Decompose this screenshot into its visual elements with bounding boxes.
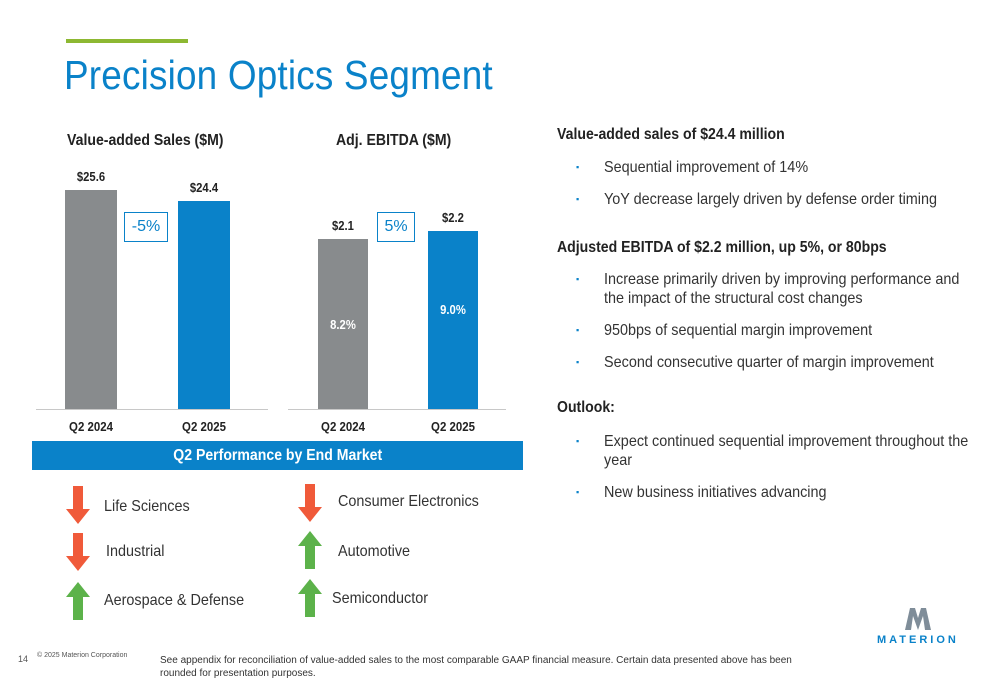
ebitda-chart-title: Adj. EBITDA ($M) — [336, 132, 452, 149]
sales-heading: Value-added sales of $24.4 million — [557, 126, 785, 143]
title-accent-line — [66, 39, 188, 43]
sales-bullet: Sequential improvement of 14% — [557, 158, 977, 177]
ebitda-bullet: 950bps of sequential margin improvement — [557, 321, 977, 340]
outlook-heading: Outlook: — [557, 399, 615, 416]
ebitda-value-label: $2.2 — [442, 211, 464, 225]
ebitda-heading: Adjusted EBITDA of $2.2 million, up 5%, … — [557, 239, 887, 256]
end-market-label: Automotive — [338, 543, 411, 560]
end-market-label: Industrial — [106, 543, 165, 560]
up-arrow-icon — [298, 579, 322, 617]
sales-bar — [65, 190, 117, 409]
commentary: Value-added sales of $24.4 million Seque… — [557, 126, 977, 502]
logo-text: MATERION — [877, 634, 959, 646]
sales-bar — [178, 201, 230, 409]
outlook-bullet: New business initiatives advancing — [557, 483, 977, 502]
ebitda-margin-label: 9.0% — [440, 303, 466, 317]
sales-bullet: YoY decrease largely driven by defense o… — [557, 190, 977, 209]
end-market-header: Q2 Performance by End Market — [32, 441, 523, 470]
sales-value-label: $24.4 — [189, 181, 219, 195]
page-number: 14 — [18, 654, 29, 664]
footnote: See appendix for reconciliation of value… — [160, 655, 792, 679]
end-market-label: Life Sciences — [104, 498, 190, 515]
copyright: © 2025 Materion Corporation — [37, 652, 128, 659]
down-arrow-icon — [66, 486, 90, 524]
ebitda-change-box: 5% — [377, 212, 415, 242]
ebitda-bullet: Second consecutive quarter of margin imp… — [557, 353, 977, 372]
ebitda-bar — [318, 239, 368, 409]
sales-change-box: -5% — [124, 212, 168, 242]
page-title: Precision Optics Segment — [64, 52, 493, 98]
sales-category-label: Q2 2024 — [69, 419, 113, 434]
ebitda-value-label: $2.1 — [332, 219, 354, 233]
materion-logo-icon — [905, 608, 931, 630]
ebitda-bar — [428, 231, 478, 409]
ebitda-bullet: Increase primarily driven by improving p… — [557, 270, 977, 308]
ebitda-x-axis — [288, 409, 506, 410]
end-market-label: Aerospace & Defense — [104, 592, 245, 609]
down-arrow-icon — [298, 484, 322, 522]
down-arrow-icon — [66, 533, 90, 571]
up-arrow-icon — [66, 582, 90, 620]
sales-value-label: $25.6 — [76, 170, 106, 184]
sales-chart-title: Value-added Sales ($M) — [67, 132, 224, 149]
ebitda-category-label: Q2 2025 — [431, 419, 475, 434]
sales-x-axis — [36, 409, 268, 410]
outlook-bullet: Expect continued sequential improvement … — [557, 432, 977, 470]
ebitda-category-label: Q2 2024 — [321, 419, 365, 434]
up-arrow-icon — [298, 531, 322, 569]
ebitda-margin-label: 8.2% — [330, 318, 356, 332]
end-market-label: Consumer Electronics — [338, 493, 479, 510]
end-market-label: Semiconductor — [332, 590, 429, 607]
sales-category-label: Q2 2025 — [182, 419, 226, 434]
